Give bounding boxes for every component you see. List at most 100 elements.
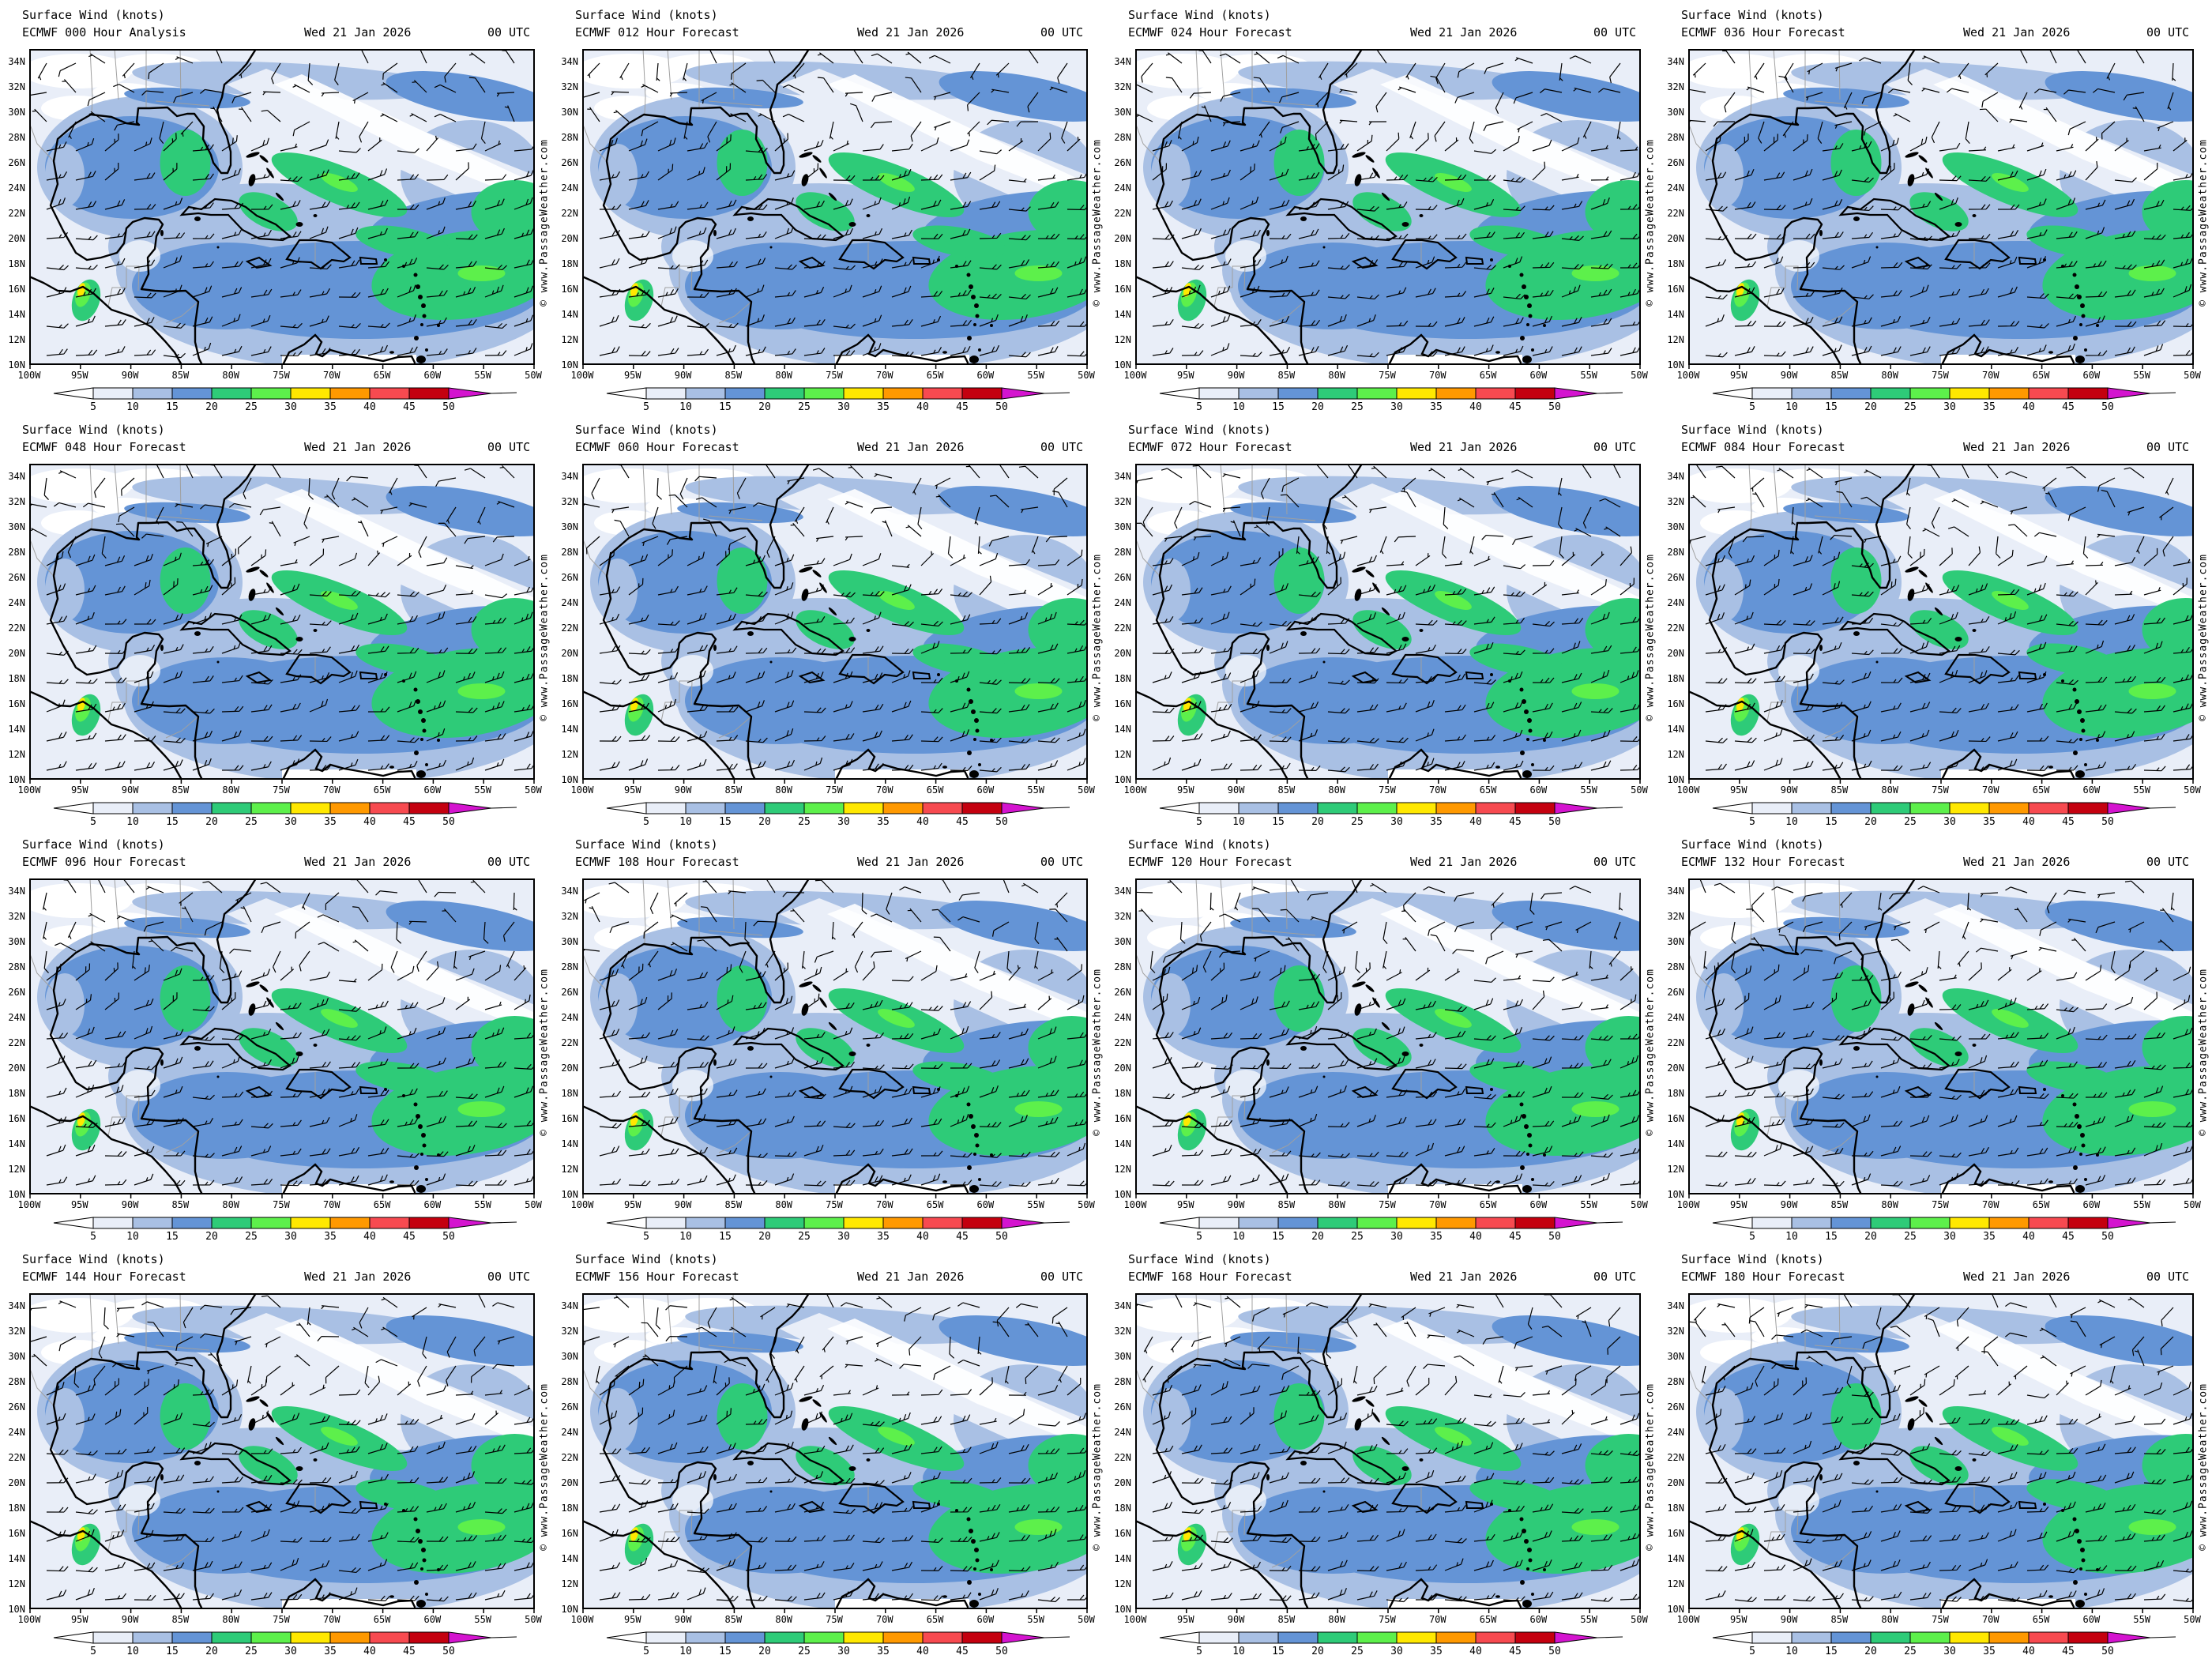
lon-label: 90W	[674, 1614, 692, 1625]
lon-label: 95W	[623, 370, 641, 381]
scale-tick: 30	[1390, 401, 1403, 413]
scale-tick: 45	[1509, 401, 1522, 413]
wind-speed-scale-svg: 5 10 15 20 25 30 35 40 45 50	[1712, 387, 2176, 413]
lon-label: 100W	[1123, 1199, 1147, 1210]
lat-label: 32N	[1667, 911, 1684, 922]
lon-label: 65W	[1479, 370, 1497, 381]
lon-label: 75W	[826, 370, 843, 381]
lat-label: 24N	[1667, 1427, 1684, 1438]
wind-speed-scale-svg: 5 10 15 20 25 30 35 40 45 50	[606, 1631, 1070, 1657]
lat-label: 16N	[561, 284, 578, 295]
wind-speed-scale-svg: 5 10 15 20 25 30 35 40 45 50	[1712, 1631, 2176, 1657]
scale-tick: 45	[403, 1231, 416, 1243]
panel-title: Surface Wind (knots)	[575, 8, 718, 22]
lon-label: 65W	[926, 370, 944, 381]
scale-tick: 10	[679, 816, 692, 828]
scale-tick: 50	[442, 1646, 455, 1657]
panel-subtitle: ECMWF 156 Hour Forecast Wed 21 Jan 2026 …	[575, 1270, 1100, 1284]
lat-label: 32N	[1667, 496, 1684, 507]
scale-tick: 35	[877, 1646, 890, 1657]
lon-label: 65W	[2032, 1199, 2050, 1210]
scale-tick: 25	[1351, 1231, 1364, 1243]
lon-label: 90W	[1780, 370, 1798, 381]
watermark-text: © www.PassageWeather.com	[538, 554, 551, 721]
lat-label: 30N	[1667, 107, 1684, 118]
lat-label: 20N	[1667, 1063, 1684, 1074]
panel-title: Surface Wind (knots)	[575, 1252, 718, 1266]
lat-label: 14N	[561, 1553, 578, 1564]
panel-title: Surface Wind (knots)	[22, 423, 165, 437]
wind-map-svg	[29, 1293, 535, 1613]
watermark-text: © www.PassageWeather.com	[538, 969, 551, 1136]
lat-label: 26N	[1114, 157, 1131, 168]
lat-label: 34N	[8, 886, 25, 897]
lat-label: 24N	[1667, 597, 1684, 608]
scale-tick: 40	[363, 1646, 376, 1657]
lat-label: 24N	[1114, 1012, 1131, 1023]
lat-label: 32N	[1114, 81, 1131, 92]
wind-speed-scale: 5 10 15 20 25 30 35 40 45 50	[577, 1628, 1098, 1658]
scale-tick: 15	[166, 1646, 179, 1657]
wind-map-svg	[1688, 49, 2194, 369]
forecast-panel: Surface Wind (knots) ECMWF 120 Hour Fore…	[1106, 830, 1659, 1244]
scale-tick: 30	[837, 816, 850, 828]
lat-label: 32N	[1114, 1326, 1131, 1337]
lat-label: 28N	[8, 547, 25, 558]
lat-label: 30N	[561, 1351, 578, 1362]
lat-label: 28N	[1667, 961, 1684, 972]
lat-label: 18N	[8, 1503, 25, 1514]
panel-subtitle: ECMWF 180 Hour Forecast Wed 21 Jan 2026 …	[1681, 1270, 2206, 1284]
wind-speed-scale: 5 10 15 20 25 30 35 40 45 50	[1683, 1213, 2204, 1243]
lat-label: 32N	[561, 911, 578, 922]
scale-tick: 30	[837, 1231, 850, 1243]
scale-tick: 45	[956, 401, 969, 413]
lon-label: 100W	[1676, 1614, 1700, 1625]
lat-label: 32N	[8, 911, 25, 922]
lat-label: 10N	[1667, 774, 1684, 785]
lon-label: 75W	[1932, 784, 1949, 796]
forecast-panel: Surface Wind (knots) ECMWF 180 Hour Fore…	[1659, 1244, 2212, 1659]
lon-label: 50W	[1078, 1199, 1095, 1210]
scale-tick: 50	[1548, 1231, 1561, 1243]
lon-label: 60W	[2082, 784, 2101, 796]
lat-label: 30N	[8, 1351, 25, 1362]
lat-label: 18N	[8, 673, 25, 684]
lat-label: 18N	[8, 258, 25, 269]
watermark-text: © www.PassageWeather.com	[1644, 969, 1657, 1136]
scale-tick: 15	[1825, 401, 1838, 413]
lon-label: 70W	[875, 1199, 893, 1210]
scale-tick: 10	[126, 816, 139, 828]
lat-label: 28N	[1114, 961, 1131, 972]
lat-label: 26N	[561, 157, 578, 168]
scale-tick: 35	[1430, 401, 1443, 413]
longitude-axis: 100W 95W 90W 85W 80W 75W 70W 65W 60W 55W 50W	[1124, 1614, 1648, 1626]
forecast-panel: Surface Wind (knots) ECMWF 096 Hour Fore…	[0, 830, 553, 1244]
lon-label: 75W	[273, 1199, 290, 1210]
scale-tick: 50	[442, 816, 455, 828]
wind-speed-scale: 5 10 15 20 25 30 35 40 45 50	[577, 1213, 1098, 1243]
panel-title: Surface Wind (knots)	[1681, 423, 1824, 437]
panel-title: Surface Wind (knots)	[1128, 1252, 1271, 1266]
wind-speed-scale-svg: 5 10 15 20 25 30 35 40 45 50	[1159, 1217, 1623, 1243]
lon-label: 55W	[474, 370, 492, 381]
scale-tick: 20	[758, 401, 771, 413]
lon-label: 100W	[17, 1199, 41, 1210]
scale-tick: 15	[719, 1646, 732, 1657]
wind-map-svg	[1135, 49, 1641, 369]
lon-label: 100W	[1676, 1199, 1700, 1210]
longitude-axis: 100W 95W 90W 85W 80W 75W 70W 65W 60W 55W 50W	[1677, 370, 2201, 382]
lat-label: 32N	[1667, 1326, 1684, 1337]
scale-tick: 40	[1469, 401, 1482, 413]
lon-label: 75W	[826, 784, 843, 796]
lon-label: 95W	[1176, 1199, 1194, 1210]
lon-label: 75W	[273, 784, 290, 796]
forecast-time: 00 UTC	[1040, 1270, 1084, 1284]
lon-label: 70W	[1981, 1614, 1999, 1625]
panel-subtitle: ECMWF 096 Hour Forecast Wed 21 Jan 2026 …	[22, 855, 547, 869]
lon-label: 55W	[2133, 370, 2151, 381]
scale-tick: 30	[284, 1231, 297, 1243]
latitude-axis: 34N 32N 30N 28N 26N 24N 22N 20N 18N 16N 14N 12N 10N	[553, 878, 580, 1200]
scale-tick: 5	[90, 816, 96, 828]
scale-tick: 10	[1785, 1646, 1798, 1657]
panel-subtitle: ECMWF 168 Hour Forecast Wed 21 Jan 2026 …	[1128, 1270, 1653, 1284]
